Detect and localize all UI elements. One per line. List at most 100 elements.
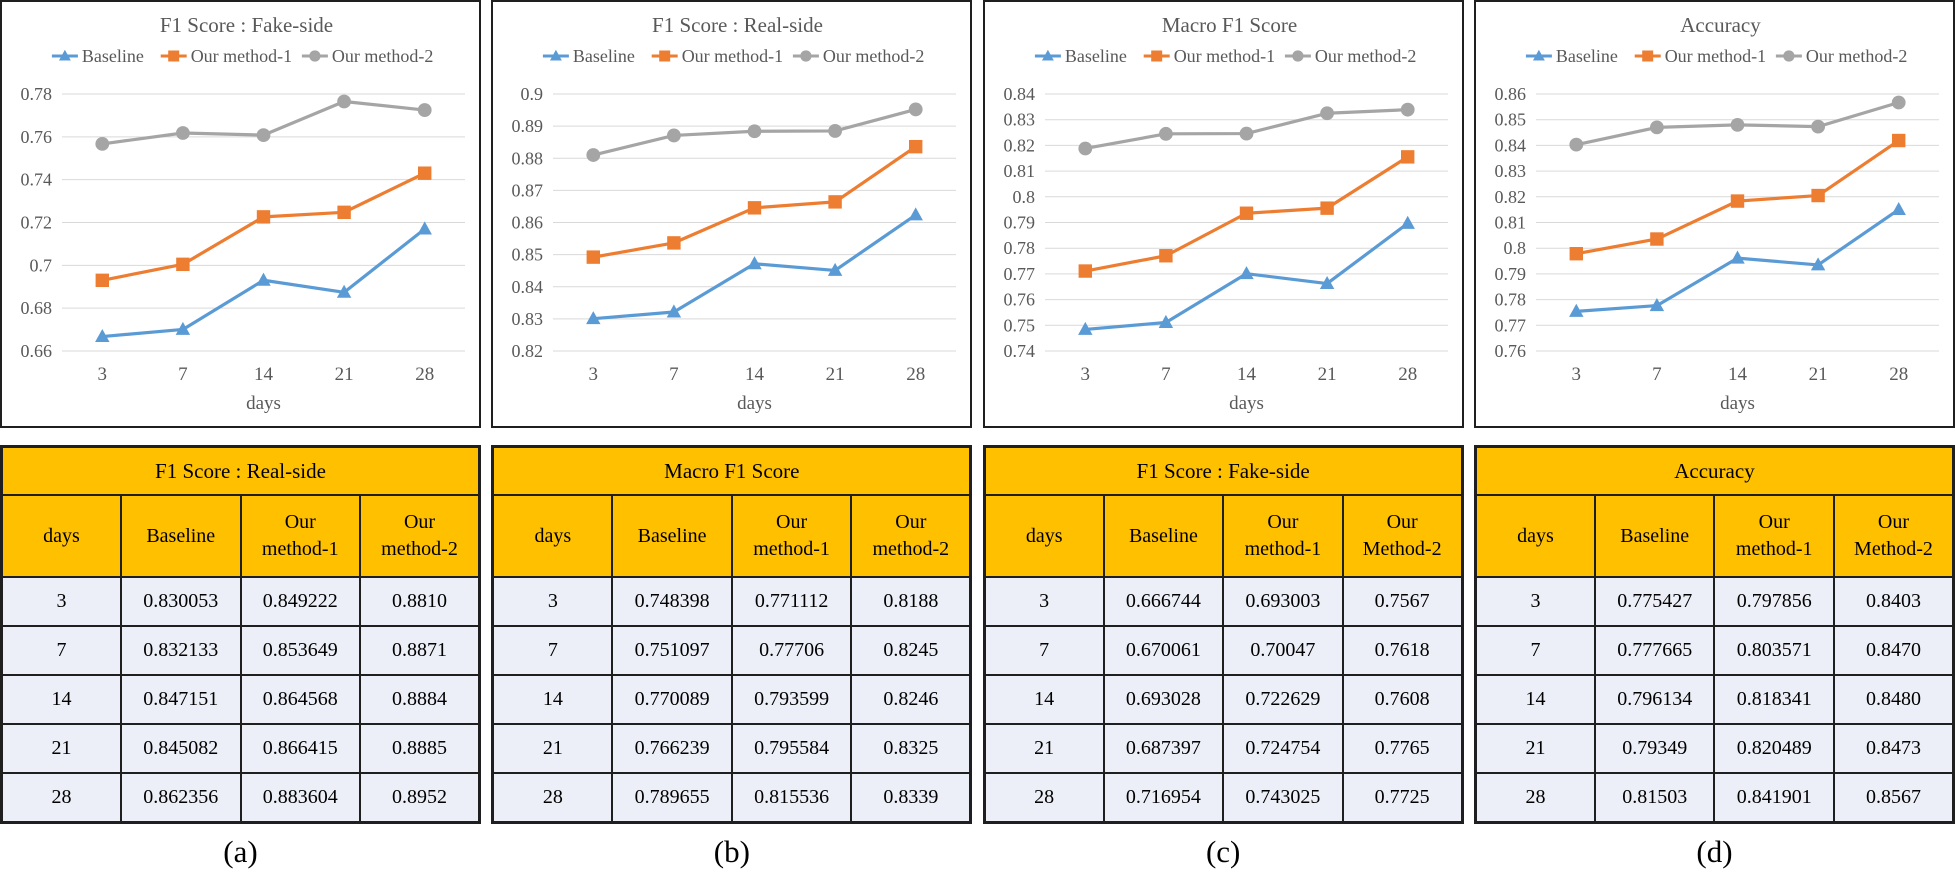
chart-title: Accuracy (1680, 13, 1761, 37)
y-tick-label: 0.85 (512, 245, 544, 265)
line-chart: F1 Score : Fake-side Baseline Our method-1… (21, 13, 465, 414)
series-our-method-2 (1078, 102, 1415, 156)
chart-title: F1 Score : Fake-side (160, 13, 333, 37)
circle-marker (1239, 126, 1254, 141)
table-cell: 0.862356 (120, 772, 242, 824)
table-cell: 0.883604 (239, 772, 361, 824)
figure-column: Macro F1 Score Baseline Our method-1 Our me… (982, 0, 1464, 878)
table-cell: 0.687397 (1102, 723, 1225, 774)
chart-legend: Baseline Our method-1 Our method-2 (51, 46, 433, 66)
table-panel: Macro F1 Score days Baseline Our method-1 Ou… (491, 445, 973, 824)
data-table: Accuracy days Baseline Our method-1 Our Meth… (1473, 445, 1955, 824)
table-cell: 0.743025 (1222, 772, 1344, 824)
triangle-marker (175, 321, 191, 335)
square-marker (1158, 249, 1173, 263)
table-header-cell: days (0, 494, 122, 578)
subfigure-caption: (b) (713, 834, 750, 869)
square-marker (1811, 188, 1825, 203)
square-marker (1642, 50, 1654, 62)
table-cell: 0.70047 (1222, 625, 1344, 676)
table-cell: 7 (491, 625, 614, 676)
triangle-marker (550, 49, 563, 61)
table-cell: 3 (491, 576, 614, 627)
triangle-marker (1532, 49, 1545, 61)
table-row: 21 0.845082 0.866415 0.8885 (0, 723, 481, 774)
table-cell: 0.77706 (730, 625, 853, 676)
table-title: F1 Score : Fake-side (983, 445, 1464, 496)
y-tick-label: 0.68 (21, 298, 53, 318)
chart-panel-accuracy: Accuracy Baseline Our method-1 Our method-2… (1473, 0, 1955, 428)
y-tick-label: 0.84 (1003, 84, 1035, 104)
square-marker (1650, 232, 1664, 246)
table-cell: 0.830053 (120, 576, 242, 627)
table-cell: 0.751097 (611, 625, 733, 676)
table-cell: 0.7765 (1341, 723, 1464, 774)
table-cell: 21 (983, 723, 1105, 774)
circle-marker (309, 50, 321, 62)
table-cell: 0.795584 (730, 723, 853, 774)
triangle-marker (1891, 201, 1906, 216)
table-cell: 14 (1474, 674, 1596, 725)
table-row: 21 0.766239 0.795584 0.8325 (491, 723, 972, 774)
legend-label: Our method-2 (1315, 46, 1416, 66)
square-marker (1730, 194, 1745, 208)
gridlines (62, 93, 465, 352)
series-baseline (1077, 215, 1415, 335)
legend-label: Our method-1 (191, 46, 292, 66)
table-cell: 0.847151 (120, 674, 242, 725)
chart-panel-macro-f1: Macro F1 Score Baseline Our method-1 Our me… (982, 0, 1464, 428)
table-cell: 28 (1474, 772, 1596, 824)
gridlines (1044, 93, 1448, 352)
legend-label: Our method-1 (1173, 46, 1274, 66)
y-tick-label: 0.87 (512, 180, 544, 200)
table-header-cell: Our method-2 (850, 494, 972, 578)
table-panel: F1 Score : Real-side days Baseline Our meth… (0, 445, 481, 824)
chart-title: F1 Score : Real-side (652, 13, 823, 37)
y-tick-label: 0.83 (1494, 161, 1526, 181)
y-tick-label: 0.76 (1003, 290, 1035, 310)
y-axis-labels: 0.82 0.83 0.84 0.85 0.86 0.87 0.88 0.89 0.9 (512, 84, 544, 361)
table-cell: 0.864568 (239, 674, 361, 725)
table-row: 3 0.666744 0.693003 0.7567 (983, 576, 1464, 627)
chart-panel-real-side-f1: F1 Score : Real-side Baseline Our method-1… (491, 0, 973, 428)
triangle-marker (586, 311, 601, 325)
table-header-cell: Baseline (120, 494, 242, 578)
y-tick-label: 0.9 (521, 84, 544, 104)
table-cell: 3 (0, 576, 122, 627)
square-marker (1569, 247, 1583, 261)
circle-marker (1730, 117, 1745, 132)
x-tick-label: 28 (1398, 364, 1417, 385)
x-tick-label: 3 (1572, 364, 1582, 385)
table-row: 14 0.796134 0.818341 0.8480 (1474, 674, 1955, 725)
table-header-cell: Our Method-2 (1341, 494, 1464, 578)
table-cell: 7 (0, 625, 122, 676)
circle-marker (1158, 126, 1173, 141)
table-cell: 0.789655 (611, 772, 733, 824)
table-cell: 0.775427 (1593, 576, 1716, 627)
triangle-marker (828, 262, 843, 276)
table-cell: 3 (983, 576, 1105, 627)
square-marker (1400, 150, 1415, 164)
triangle-marker (1730, 250, 1745, 264)
table-row: 28 0.716954 0.743025 0.7725 (983, 772, 1464, 824)
circle-marker (1649, 120, 1664, 135)
series-our-method-1 (1078, 150, 1415, 278)
table-cell: 0.8871 (359, 625, 481, 676)
circle-marker (586, 148, 601, 162)
table-cell: 0.803571 (1713, 625, 1835, 676)
circle-marker (747, 124, 762, 139)
square-marker (168, 50, 180, 62)
table-cell: 0.8246 (850, 674, 972, 725)
y-tick-label: 0.77 (1494, 315, 1526, 335)
table-cell: 0.796134 (1593, 674, 1716, 725)
y-tick-label: 0.88 (512, 148, 544, 168)
subfigure-caption: (a) (223, 834, 258, 869)
triangle-marker (58, 49, 71, 61)
chart-legend: Baseline Our method-1 Our method-2 (543, 46, 925, 66)
circle-marker (176, 126, 190, 140)
x-axis-title: days (1229, 393, 1264, 414)
table-row: 7 0.832133 0.853649 0.8871 (0, 625, 481, 676)
table-row: 7 0.777665 0.803571 0.8470 (1474, 625, 1955, 676)
legend-label: Our method-1 (1665, 46, 1766, 66)
